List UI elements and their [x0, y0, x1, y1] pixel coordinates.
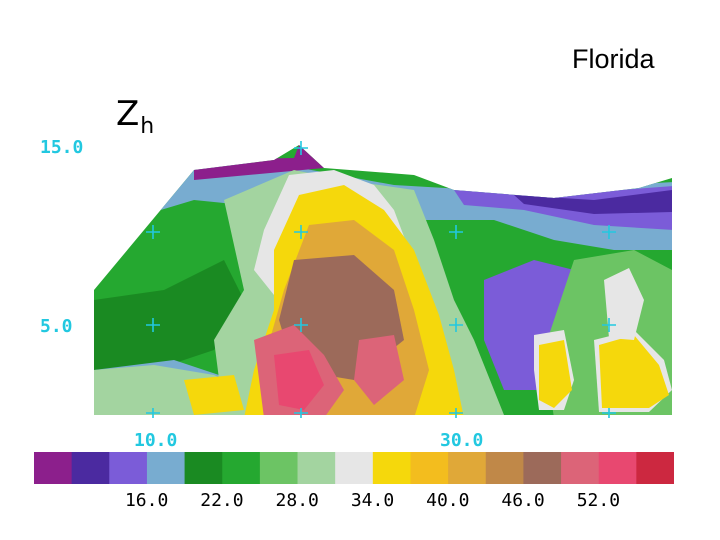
color-scale-tick-label: 46.0 [501, 490, 545, 511]
color-swatch [184, 452, 223, 484]
y-tick-label: 15.0 [40, 137, 84, 158]
color-scale-tick-label: 40.0 [426, 490, 470, 511]
color-swatch [636, 452, 674, 484]
x-tick-label: 30.0 [440, 430, 484, 451]
color-scale-tick-label: 16.0 [124, 490, 169, 511]
echo-region [539, 340, 572, 408]
field-subscript: h [140, 114, 156, 139]
color-swatch [410, 452, 449, 484]
range-height-markers [146, 141, 616, 418]
color-swatch [34, 452, 73, 484]
color-swatch [598, 452, 637, 484]
x-tick-label: 10.0 [134, 430, 178, 451]
color-swatch [146, 452, 186, 484]
color-swatch [335, 452, 374, 484]
color-swatch [259, 452, 299, 484]
color-swatch [561, 452, 600, 484]
chart-title: Florida [572, 44, 655, 74]
echo-region [354, 335, 404, 405]
field-symbol: Z [116, 94, 141, 134]
echo-region [274, 350, 324, 410]
color-scale-tick-label: 52.0 [576, 490, 621, 511]
color-swatch [523, 452, 562, 484]
y-tick-label: 5.0 [40, 316, 73, 337]
radar-reflectivity-plot [94, 141, 672, 418]
color-swatch [109, 452, 148, 484]
echo-region [599, 335, 669, 408]
field-label: Zh [116, 94, 155, 139]
color-scale-tick-label: 28.0 [275, 490, 319, 511]
color-scale-tick-label: 22.0 [200, 490, 244, 511]
reflectivity-field [94, 145, 672, 415]
echo-region [604, 268, 644, 340]
color-swatch [448, 452, 487, 484]
color-scale-tick-label: 34.0 [350, 490, 395, 511]
echo-region [194, 145, 324, 180]
color-swatch [297, 452, 336, 484]
echo-region [94, 260, 244, 370]
echo-region [514, 190, 672, 214]
color-scale [34, 452, 674, 484]
color-swatch [372, 452, 411, 484]
color-swatch [71, 452, 110, 484]
color-swatch [222, 452, 261, 484]
color-swatch [485, 452, 524, 484]
echo-region [184, 375, 244, 415]
